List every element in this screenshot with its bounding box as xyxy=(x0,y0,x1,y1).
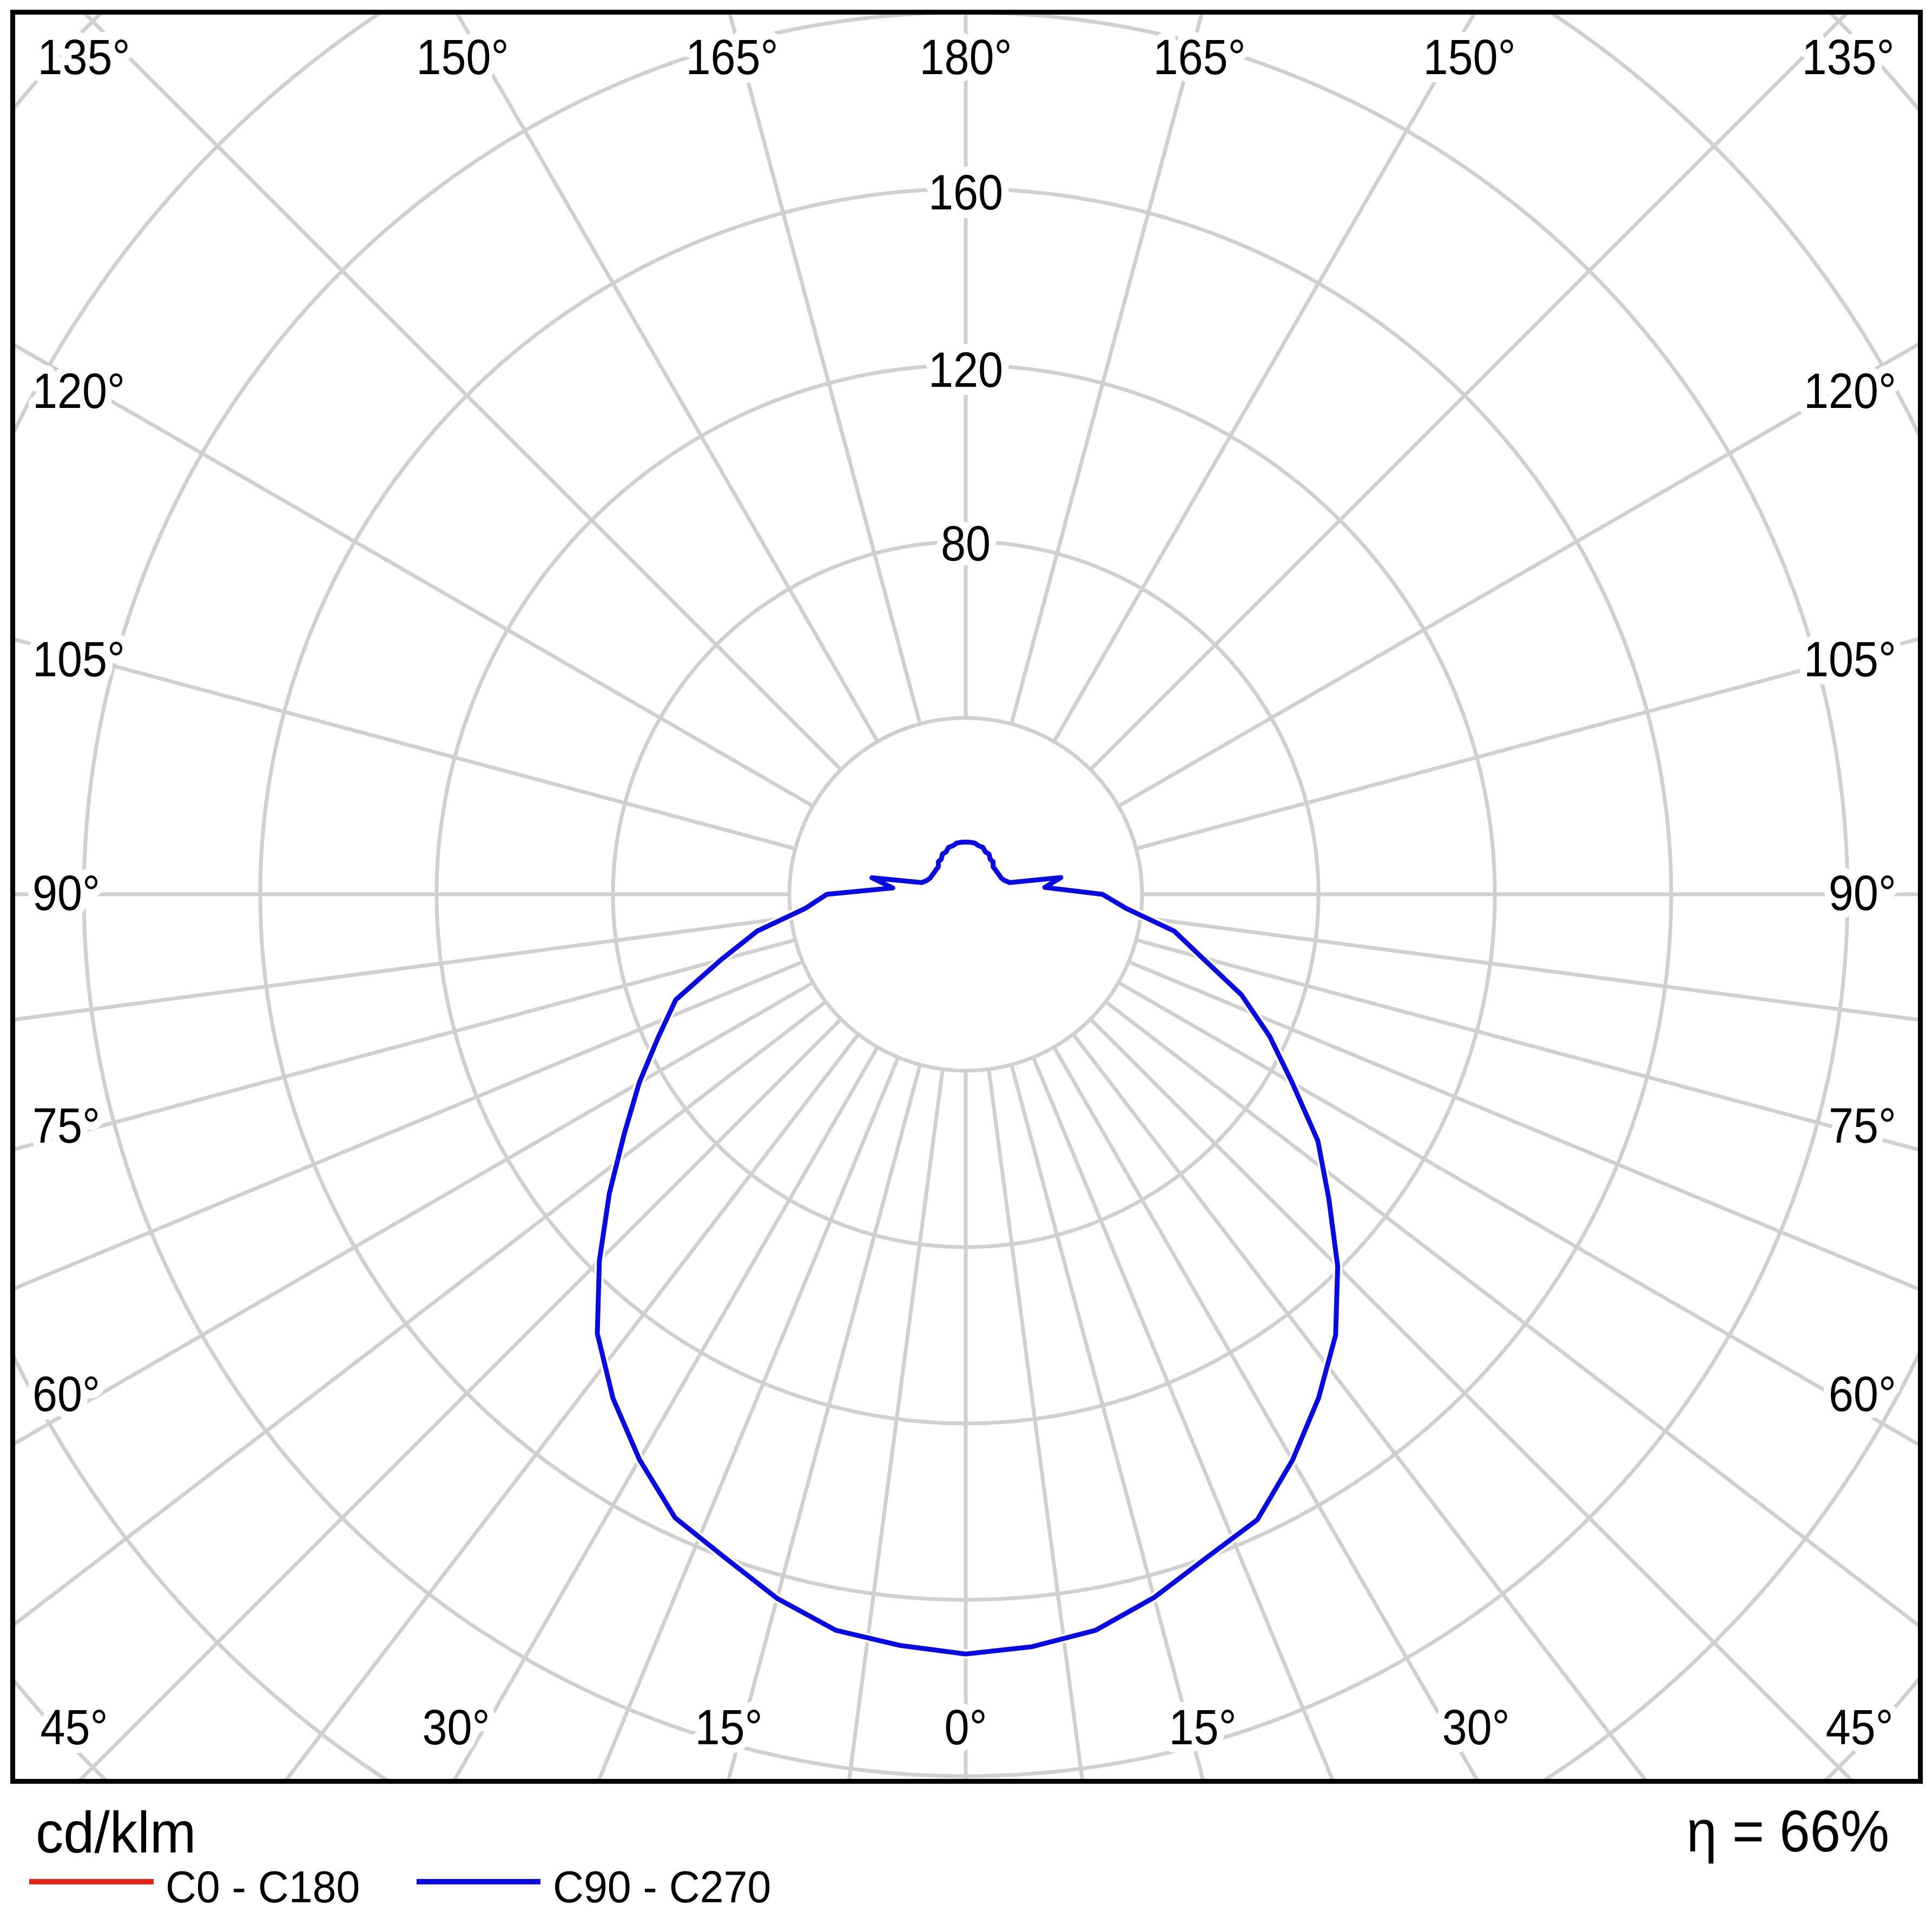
svg-text:150°: 150° xyxy=(416,30,509,85)
svg-text:120°: 120° xyxy=(32,364,125,419)
svg-text:45°: 45° xyxy=(1825,1700,1893,1755)
svg-text:C90 - C270: C90 - C270 xyxy=(553,1862,771,1912)
svg-text:105°: 105° xyxy=(32,632,125,687)
svg-text:30°: 30° xyxy=(422,1700,490,1755)
svg-text:120: 120 xyxy=(928,342,1003,398)
svg-text:105°: 105° xyxy=(1804,632,1896,687)
svg-text:90°: 90° xyxy=(32,866,100,921)
svg-text:135°: 135° xyxy=(37,30,130,85)
svg-text:165°: 165° xyxy=(1153,30,1245,85)
svg-text:30°: 30° xyxy=(1442,1700,1509,1755)
svg-text:cd/klm: cd/klm xyxy=(36,1799,196,1865)
svg-text:15°: 15° xyxy=(695,1700,762,1755)
svg-text:80: 80 xyxy=(941,516,991,571)
svg-text:180°: 180° xyxy=(919,30,1012,85)
svg-text:75°: 75° xyxy=(1829,1098,1896,1153)
svg-text:75°: 75° xyxy=(32,1098,100,1153)
svg-text:15°: 15° xyxy=(1169,1700,1236,1755)
svg-text:135°: 135° xyxy=(1802,30,1894,85)
svg-text:120°: 120° xyxy=(1804,364,1896,419)
svg-text:η = 66%: η = 66% xyxy=(1686,1798,1889,1864)
svg-text:150°: 150° xyxy=(1423,30,1515,85)
svg-text:90°: 90° xyxy=(1829,866,1896,921)
svg-text:0°: 0° xyxy=(944,1700,987,1755)
svg-text:160: 160 xyxy=(928,165,1003,220)
svg-text:60°: 60° xyxy=(32,1367,100,1422)
svg-text:C0 - C180: C0 - C180 xyxy=(166,1862,360,1912)
svg-text:45°: 45° xyxy=(40,1700,108,1755)
svg-text:60°: 60° xyxy=(1829,1367,1896,1422)
svg-text:165°: 165° xyxy=(685,30,778,85)
